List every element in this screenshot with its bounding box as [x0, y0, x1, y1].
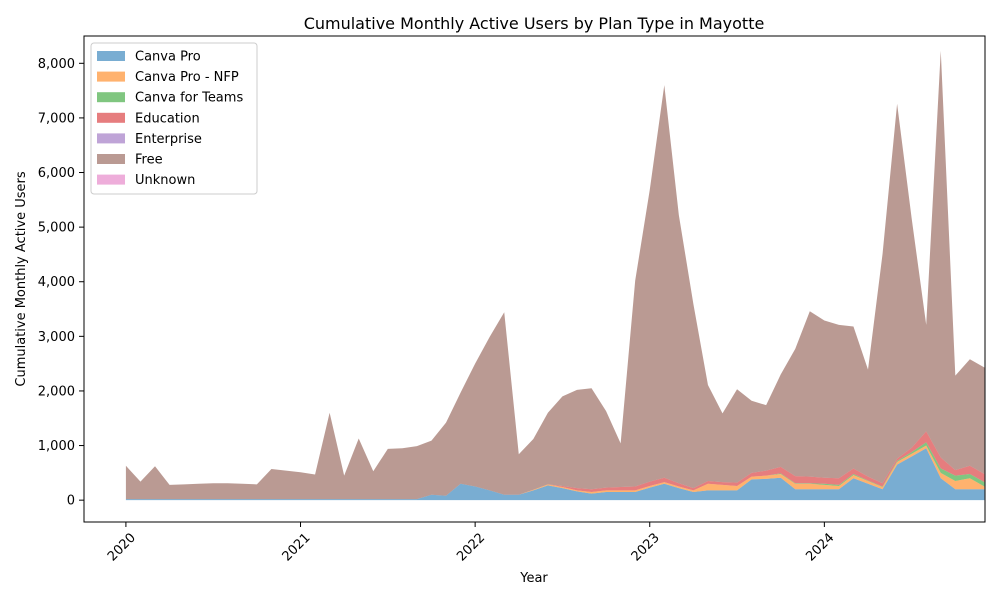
y-tick-label: 4,000: [38, 275, 75, 290]
y-tick-label: 2,000: [38, 384, 75, 399]
legend-box: [90, 42, 258, 195]
y-tick-label: 1,000: [38, 439, 75, 454]
x-axis-title: Year: [519, 571, 548, 586]
area-series-education: [125, 431, 985, 500]
area-series-free: [125, 50, 985, 500]
x-tick-label: 2023: [629, 530, 663, 564]
legend-label: Free: [135, 153, 163, 168]
x-tick-label: 2021: [280, 530, 314, 564]
areas-layer: [125, 50, 985, 501]
legend-swatch: [97, 154, 125, 164]
y-tick-label: 6,000: [38, 166, 75, 181]
area-series-canva-pro: [125, 448, 985, 501]
chart-title: Cumulative Monthly Active Users by Plan …: [304, 14, 765, 33]
legend-label: Canva for Teams: [135, 91, 243, 106]
x-tick-label: 2022: [454, 530, 488, 564]
legend-label: Canva Pro: [135, 50, 201, 65]
legend-label: Canva Pro - NFP: [135, 70, 239, 85]
legend: Canva Pro Canva Pro - NFP Canva for Teams E…: [90, 42, 258, 195]
legend-label: Education: [135, 111, 200, 126]
y-tick-label: 7,000: [38, 111, 75, 126]
y-tick-label: 5,000: [38, 221, 75, 236]
legend-swatch: [97, 71, 125, 82]
x-axis-ticks: 2020 2021 2022 2023 2024: [105, 522, 837, 564]
legend-swatch: [97, 51, 125, 61]
plot-frame: [83, 35, 986, 523]
y-axis-title: Cumulative Monthly Active Users: [14, 171, 29, 386]
y-tick-label: 3,000: [38, 330, 75, 345]
legend-swatch: [97, 133, 125, 144]
legend-swatch: [97, 112, 125, 123]
legend-label: Unknown: [135, 173, 195, 188]
legend-label: Enterprise: [135, 132, 202, 147]
y-tick-label: 0: [67, 494, 75, 509]
x-tick-label: 2020: [105, 530, 139, 564]
y-tick-label: 8,000: [38, 57, 75, 72]
x-tick-label: 2024: [803, 530, 837, 564]
legend-swatch: [97, 92, 125, 103]
y-axis-ticks: 0 1,000 2,000 3,000 4,000 5,000 6,000 7,000 8,00…: [38, 57, 84, 509]
legend-swatch: [97, 174, 125, 185]
